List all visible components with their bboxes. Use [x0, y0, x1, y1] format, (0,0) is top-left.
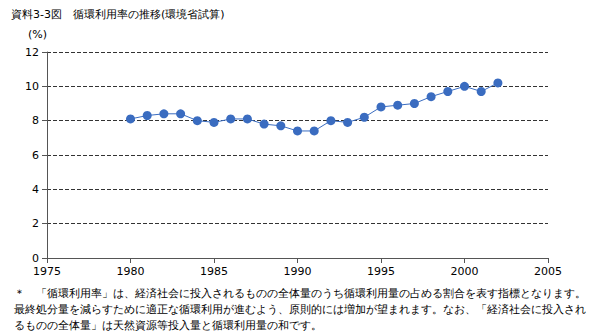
svg-text:4: 4 [32, 183, 39, 196]
svg-text:12: 12 [25, 46, 39, 59]
svg-text:資料3-3図 循環利用率の推移(環境省試算): 資料3-3図 循環利用率の推移(環境省試算) [11, 8, 225, 21]
svg-text:(%): (%) [28, 28, 47, 41]
svg-text:10: 10 [25, 80, 39, 93]
svg-text:1985: 1985 [200, 265, 228, 278]
svg-text:1995: 1995 [367, 265, 395, 278]
html-text:＊ 「循環利用率」は、経済社会に投入されるものの全体量のうち: ＊ 「循環利用率」は、経済社会に投入されるものの全体量のうち循環利用量の占める割… [14, 287, 586, 332]
svg-text:1980: 1980 [117, 265, 145, 278]
svg-text:2000: 2000 [451, 265, 479, 278]
svg-text:6: 6 [32, 149, 39, 162]
svg-text:2005: 2005 [534, 265, 562, 278]
svg-text:1975: 1975 [33, 265, 61, 278]
svg-text:1990: 1990 [284, 265, 312, 278]
svg-text:0: 0 [32, 252, 39, 265]
svg-text:8: 8 [32, 114, 39, 127]
svg-text:2: 2 [32, 217, 39, 230]
